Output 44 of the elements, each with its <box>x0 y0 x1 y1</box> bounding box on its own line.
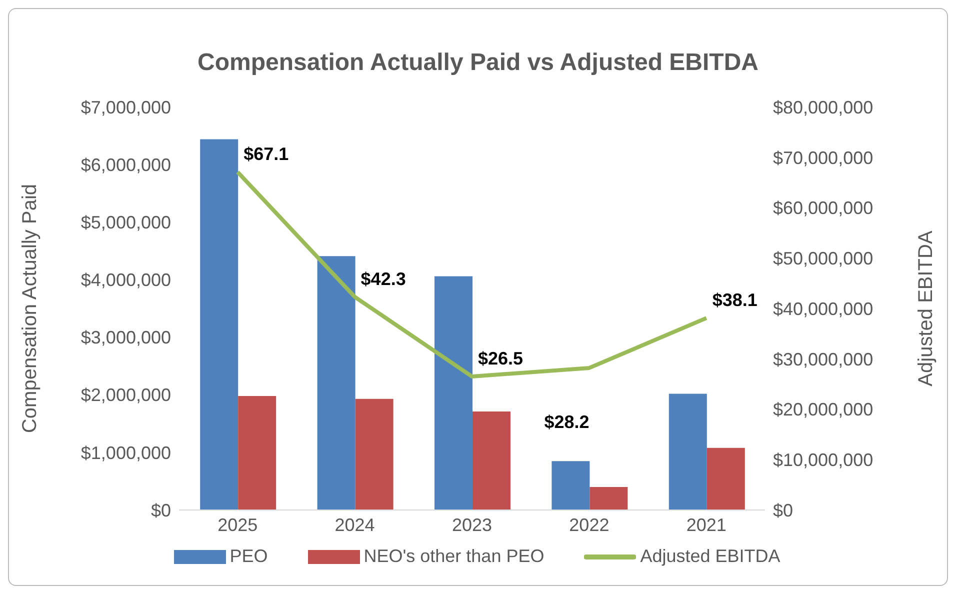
y2-tick-label: $40,000,000 <box>773 298 874 319</box>
y2-tick-label: $20,000,000 <box>773 400 874 420</box>
y-tick-label: $1,000,000 <box>80 442 171 463</box>
y-tick-label: $4,000,000 <box>80 270 171 290</box>
bar <box>200 139 238 510</box>
legend-label: PEO <box>228 546 268 567</box>
x-tick-label: 2025 <box>218 514 258 535</box>
y2-tick-label: $30,000,000 <box>773 349 874 370</box>
annotation: $26.5 <box>478 348 524 369</box>
bar <box>706 448 745 510</box>
line-series <box>236 170 708 379</box>
y-tick-label: $5,000,000 <box>80 212 171 233</box>
y-axis-title: Compensation Actually Paid <box>19 184 42 434</box>
y-tick-label: $3,000,000 <box>80 328 171 348</box>
chart-title: Compensation Actually Paid vs Adjusted EBITDA <box>196 49 760 77</box>
bar <box>668 394 707 510</box>
y2-axis-title: Adjusted EBITDA <box>915 230 938 386</box>
y2-tick-label: $60,000,000 <box>773 198 874 218</box>
y2-tick-label: $50,000,000 <box>773 248 874 269</box>
y2-tick-label: $80,000,000 <box>773 97 874 118</box>
legend-label: Adjusted EBITDA <box>639 546 780 567</box>
bar <box>552 461 590 510</box>
y-tick-label: $2,000,000 <box>80 385 171 406</box>
y2-tick-label: $70,000,000 <box>773 148 874 168</box>
legend-label: NEO's other than PEO <box>362 546 544 567</box>
annotation: $67.1 <box>244 144 289 164</box>
y-tick-label: $7,000,000 <box>80 97 171 118</box>
bar <box>434 276 472 510</box>
x-tick-label: 2022 <box>569 514 610 535</box>
bar <box>590 486 628 510</box>
bar <box>472 412 510 510</box>
y2-tick-label: $10,000,000 <box>773 450 874 470</box>
x-tick-label: 2021 <box>686 514 726 535</box>
x-tick-label: 2023 <box>452 514 492 535</box>
annotation: $28.2 <box>544 412 590 432</box>
y-tick-label: $0 <box>150 500 171 520</box>
bar <box>355 398 394 510</box>
y2-tick-label: $0 <box>773 500 794 520</box>
y-tick-label: $6,000,000 <box>80 154 171 175</box>
bar <box>317 256 356 510</box>
bar <box>238 396 276 510</box>
x-tick-label: 2024 <box>334 514 375 535</box>
annotation: $38.1 <box>712 290 758 310</box>
annotation: $42.3 <box>360 268 406 289</box>
